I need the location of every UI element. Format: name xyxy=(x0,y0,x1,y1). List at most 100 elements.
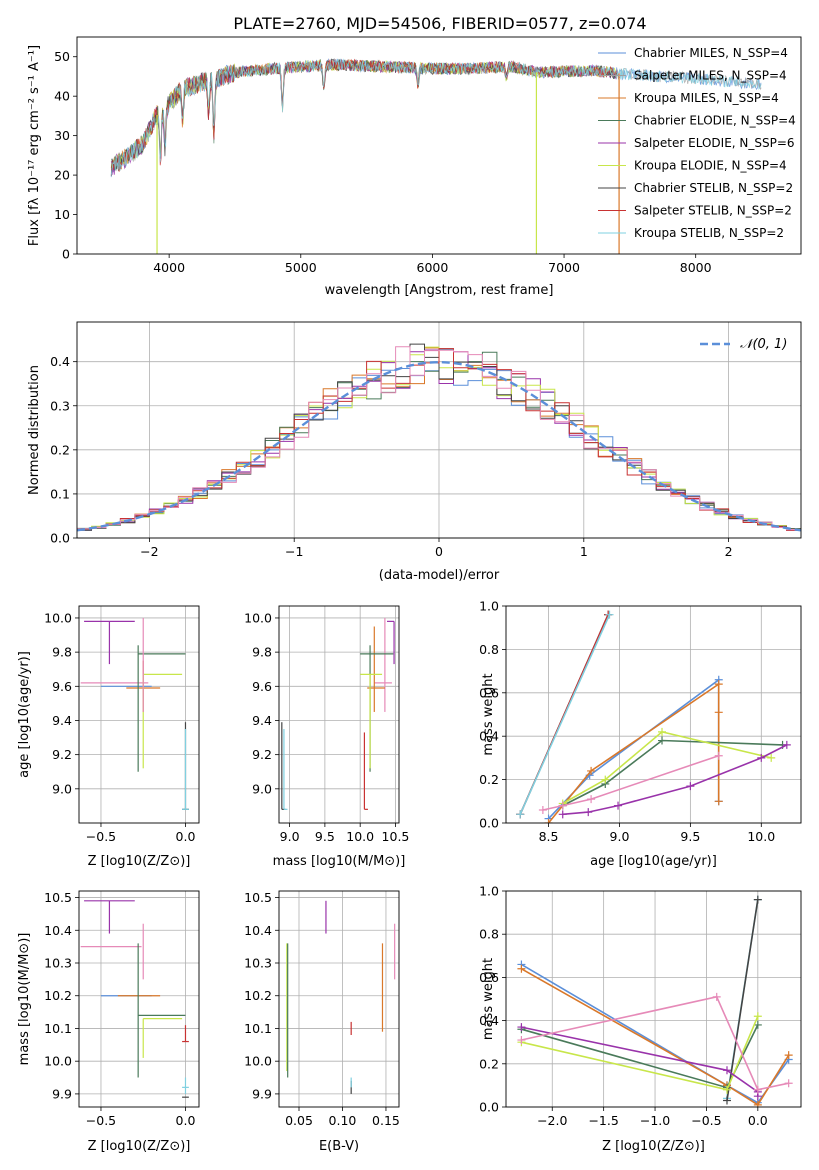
legend-label: Chabrier STELIB, N_SSP=2 xyxy=(634,181,793,195)
age-vs-mass-ytick-label: 10.0 xyxy=(244,610,272,625)
spectrum-plot-area xyxy=(110,58,762,254)
histogram-series xyxy=(77,348,801,531)
age-vs-Z-ytick-label: 9.8 xyxy=(52,645,72,660)
weight-vs-age-ytick-label: 0.0 xyxy=(479,816,499,831)
mass-vs-EBV-ytick-label: 9.9 xyxy=(252,1086,272,1101)
weight-marker xyxy=(753,1100,762,1107)
age-vs-Z-ytick-label: 9.6 xyxy=(52,679,72,694)
mass-vs-EBV-ytick-label: 10.0 xyxy=(244,1054,272,1069)
weight-marker xyxy=(753,895,762,904)
age-vs-mass-ytick-label: 9.2 xyxy=(252,747,272,762)
weight-marker xyxy=(587,795,596,804)
histogram-series xyxy=(77,346,801,530)
spectrum-ytick-label: 10 xyxy=(54,207,70,222)
spectrum-frame xyxy=(76,36,802,255)
weight-vs-Z-ytick-label: 0.4 xyxy=(479,1013,499,1028)
weight-vs-Z-ylabel: mass weight xyxy=(481,958,496,1040)
age-vs-mass-xtick-label: 10.0 xyxy=(346,829,374,844)
mass-vs-EBV-xlabel: E(B-V) xyxy=(319,1139,359,1154)
mass-vs-Z-xlabel: Z [log10(Z/Z⊙)] xyxy=(88,1139,191,1154)
mass-vs-EBV-plot-area xyxy=(286,900,396,1094)
age-vs-mass-ytick-label: 9.8 xyxy=(252,645,272,660)
weight-vs-Z-ytick-label: 0.6 xyxy=(479,970,499,985)
mass-vs-Z-ytick-label: 10.1 xyxy=(44,1021,72,1036)
residuals-xtick-label: −2 xyxy=(140,544,158,559)
age-vs-Z-ytick-label: 9.0 xyxy=(52,781,72,796)
age-vs-Z-ytick-label: 9.4 xyxy=(52,713,72,728)
weight-vs-age-ylabel: mass weight xyxy=(481,673,496,755)
residuals-frame xyxy=(76,321,802,539)
weight-vs-Z-xtick-label: −2.0 xyxy=(537,1113,567,1128)
weight-marker xyxy=(722,1085,731,1094)
age-vs-mass-ytick-label: 9.4 xyxy=(252,713,272,728)
histogram-series xyxy=(77,343,801,531)
residuals-xtick-label: 0 xyxy=(435,544,443,559)
weight-line xyxy=(726,899,759,1101)
figure-title: PLATE=2760, MJD=54506, FIBERID=0577, z=0… xyxy=(233,14,646,33)
weight-vs-Z-xtick-label: −1.0 xyxy=(640,1113,670,1128)
mass-vs-Z-ytick-label: 10.2 xyxy=(44,988,72,1003)
weight-marker xyxy=(538,805,547,814)
legend-label: Kroupa ELODIE, N_SSP=4 xyxy=(634,159,787,173)
residuals-ylabel: Normed distribution xyxy=(27,365,42,495)
weight-marker xyxy=(587,766,596,775)
mass-vs-Z-xtick-label: 0.0 xyxy=(176,1113,196,1128)
weight-line xyxy=(521,968,790,1106)
weight-line xyxy=(562,739,783,807)
age-vs-mass-xtick-label: 9.5 xyxy=(315,829,335,844)
weight-marker xyxy=(517,1036,526,1045)
normal-curve xyxy=(77,360,801,532)
weight-vs-Z-ytick-label: 1.0 xyxy=(479,884,499,899)
mass-vs-EBV-xtick-label: 0.10 xyxy=(329,1113,357,1128)
weight-marker xyxy=(722,1096,731,1105)
weight-vs-age-xtick-label: 9.5 xyxy=(680,829,700,844)
mass-vs-EBV-ytick-label: 10.1 xyxy=(244,1021,272,1036)
weight-marker xyxy=(544,819,553,823)
spectrum-ytick-label: 50 xyxy=(54,49,70,64)
weight-marker xyxy=(558,801,567,810)
weight-vs-Z-frame xyxy=(505,890,802,1108)
mass-vs-EBV-xtick-label: 0.05 xyxy=(285,1113,313,1128)
weight-marker xyxy=(517,964,526,973)
weight-marker xyxy=(767,753,776,762)
spectrum-line xyxy=(110,58,617,172)
legend-label: Salpeter STELIB, N_SSP=2 xyxy=(634,204,792,218)
weight-vs-age-frame xyxy=(505,605,802,824)
weight-vs-Z-ytick-label: 0.8 xyxy=(479,927,499,942)
residuals-ytick-label: 0.0 xyxy=(50,531,70,546)
weight-marker xyxy=(558,810,567,819)
weight-marker xyxy=(614,801,623,810)
residuals-xtick-label: 2 xyxy=(725,544,733,559)
weight-vs-age-ytick-label: 0.4 xyxy=(479,729,499,744)
weight-vs-age-xlabel: age [log10(age/yr)] xyxy=(590,854,717,869)
mass-vs-Z-ylabel: mass [log10(M/M⊙)] xyxy=(17,933,32,1066)
mass-vs-Z-ytick-label: 10.5 xyxy=(44,890,72,905)
weight-vs-Z-ytick-label: 0.2 xyxy=(479,1056,499,1071)
residuals-ytick-label: 0.4 xyxy=(50,354,70,369)
legend-label: Chabrier MILES, N_SSP=4 xyxy=(634,46,788,60)
age-vs-Z-xtick-label: 0.0 xyxy=(176,829,196,844)
weight-marker xyxy=(784,1051,793,1060)
legend-label: Kroupa STELIB, N_SSP=2 xyxy=(634,226,784,240)
weight-line xyxy=(542,754,719,811)
mass-vs-Z-ytick-label: 10.3 xyxy=(44,956,72,971)
age-vs-mass-xlabel: mass [log10(M/M⊙)] xyxy=(273,854,406,869)
spectrum-xtick-label: 4000 xyxy=(153,260,185,275)
weight-marker xyxy=(784,1079,793,1088)
age-vs-Z-frame xyxy=(78,605,200,824)
weight-vs-age-ytick-label: 0.8 xyxy=(479,642,499,657)
age-vs-Z-axes: −0.5 0.0 9.0 9.2 9.4 9.6 9.8 10.0 Z [log10(Z/Z⊙)… xyxy=(17,605,200,869)
weight-vs-age-ytick-label: 0.2 xyxy=(479,772,499,787)
weight-vs-Z-xtick-label: −0.5 xyxy=(691,1113,721,1128)
age-vs-mass-ytick-label: 9.0 xyxy=(252,781,272,796)
mass-vs-Z-axes: −0.5 0.0 9.9 10.0 10.1 10.2 10.3 10.4 10.5 Z [log… xyxy=(17,890,200,1154)
weight-marker xyxy=(658,736,667,745)
weight-marker xyxy=(714,680,723,689)
spectrum-ytick-label: 40 xyxy=(54,89,70,104)
weight-line xyxy=(521,995,789,1091)
weight-line xyxy=(562,731,772,805)
weight-marker xyxy=(686,782,695,791)
age-vs-mass-frame xyxy=(278,605,400,824)
legend-label: Salpeter ELODIE, N_SSP=6 xyxy=(634,136,795,150)
